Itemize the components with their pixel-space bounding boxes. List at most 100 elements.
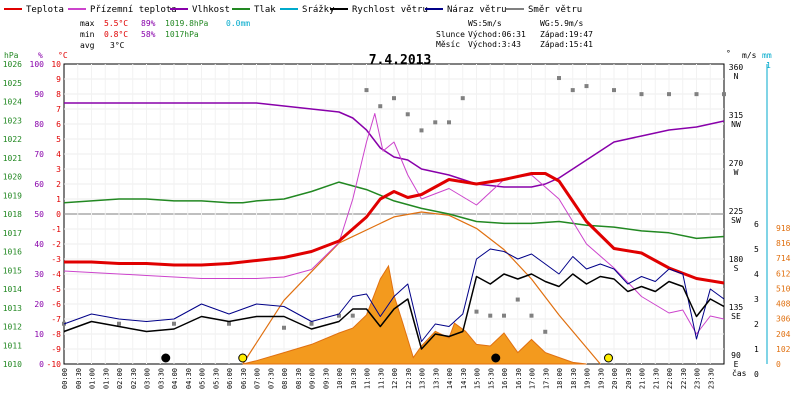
sun-marker xyxy=(238,353,248,363)
plot-area xyxy=(62,76,726,365)
x-tick-label: 12:00 xyxy=(391,368,399,389)
x-tick-label: 16:00 xyxy=(501,368,509,389)
percent-tick-label: 40 xyxy=(34,240,44,249)
direction-tick-dir: S xyxy=(734,264,739,273)
percent-tick-label: 0 xyxy=(39,360,44,369)
legend-item-tlak: Tlak xyxy=(232,5,276,15)
moon-marker xyxy=(491,353,501,363)
celsius-tick-label: 0 xyxy=(56,210,61,219)
x-tick-label: 08:30 xyxy=(295,368,303,389)
wind-tick-label: 0 xyxy=(754,370,759,379)
solar-tick-label: 306 xyxy=(776,315,791,324)
direction-tick-label: 225 xyxy=(729,207,744,216)
x-tick-label: 11:00 xyxy=(364,368,372,389)
sun-marker xyxy=(604,353,613,363)
solar-tick-label: 612 xyxy=(776,269,791,278)
moon-label: Měsíc xyxy=(436,40,460,49)
wind-tick-label: 5 xyxy=(754,245,759,254)
x-tick-label: 05:30 xyxy=(212,368,220,389)
wind-direction-point xyxy=(543,329,548,334)
direction-tick-dir: SW xyxy=(731,216,741,225)
hpa-unit: hPa xyxy=(4,51,19,60)
solar-area xyxy=(242,264,587,365)
wind-unit: m/s xyxy=(742,51,757,60)
wind-direction-point xyxy=(172,321,176,326)
x-tick-label: 22:30 xyxy=(680,368,688,389)
x-tick-label: 19:00 xyxy=(584,368,592,389)
direction-tick-dir: N xyxy=(734,72,739,81)
x-tick-label: 21:00 xyxy=(639,368,647,389)
celsius-tick-label: 9 xyxy=(56,75,61,84)
stats-min-label: min xyxy=(80,30,95,39)
celsius-tick-label: 7 xyxy=(56,105,61,114)
x-tick-label: 01:30 xyxy=(102,368,110,389)
wind-direction-point xyxy=(515,297,520,302)
wind-direction-point xyxy=(117,321,121,326)
direction-tick-dir: W xyxy=(734,168,739,177)
wind-direction-point xyxy=(612,88,616,93)
x-tick-label: 22:00 xyxy=(666,368,674,389)
x-tick-label: 21:30 xyxy=(652,368,660,389)
direction-tick-dir: E xyxy=(734,360,739,369)
legend-item-srazky: Srážky xyxy=(280,5,335,15)
celsius-tick-label: -9 xyxy=(51,345,61,354)
x-tick-label: 02:00 xyxy=(116,368,124,389)
percent-tick-label: 30 xyxy=(34,270,44,279)
wind-tick-label: 6 xyxy=(754,220,759,229)
wind-direction-point xyxy=(584,84,589,89)
wind-direction-point xyxy=(639,92,644,97)
legend-item-prizemni-teplota: Přízemní teplota xyxy=(68,5,177,15)
wind-speed-line xyxy=(63,273,725,350)
solar-tick-label: 714 xyxy=(776,254,791,263)
hpa-tick-label: 1018 xyxy=(3,210,22,219)
wind-tick-label: 1 xyxy=(754,345,759,354)
wind-direction-point xyxy=(419,128,424,133)
x-tick-label: 14:00 xyxy=(446,368,454,389)
celsius-tick-label: -7 xyxy=(51,315,61,324)
humidity-line xyxy=(64,102,725,188)
wind-tick-label: 2 xyxy=(754,320,759,329)
x-axis-label: čas xyxy=(732,368,747,378)
hpa-tick-label: 1019 xyxy=(3,191,22,200)
legend-item-teplota: Teplota xyxy=(4,5,64,15)
wind-speed-info: WS:5m/s xyxy=(468,19,502,28)
percent-tick-label: 50 xyxy=(34,210,44,219)
rain-unit: mm xyxy=(762,51,772,60)
direction-unit: ° xyxy=(726,49,731,58)
wind-direction-point xyxy=(460,96,465,101)
direction-tick-label: 135 xyxy=(729,303,744,312)
legend-label: Přízemní teplota xyxy=(90,5,177,15)
celsius-tick-label: 10 xyxy=(51,60,61,69)
wind-direction-point xyxy=(405,112,410,117)
astro-info: WS:5m/s WG:5.9m/s Slunce Východ:06:31 Zá… xyxy=(436,19,593,49)
x-tick-label: 04:00 xyxy=(171,368,179,389)
x-tick-label: 02:30 xyxy=(130,368,138,389)
legend-item-vlhkost: Vlhkost xyxy=(170,5,230,15)
wind-direction-point xyxy=(392,96,396,101)
hpa-tick-label: 1016 xyxy=(3,248,22,257)
x-tick-label: 23:00 xyxy=(694,368,702,389)
celsius-tick-label: -6 xyxy=(51,300,61,309)
x-tick-label: 04:30 xyxy=(185,368,193,389)
solar-tick-label: 204 xyxy=(776,330,791,339)
legend-label: Teplota xyxy=(26,5,64,15)
sunrise-time: Východ:06:31 xyxy=(468,30,526,39)
x-tick-label: 10:00 xyxy=(336,368,344,389)
ground-temp-line xyxy=(63,113,725,335)
direction-tick-label: 315 xyxy=(729,111,744,120)
solar-max-line xyxy=(242,211,601,365)
hpa-tick-label: 1012 xyxy=(3,323,22,332)
wind-direction-point xyxy=(474,309,479,314)
celsius-tick-label: -5 xyxy=(51,285,61,294)
hpa-tick-label: 1020 xyxy=(3,173,22,182)
stats-max-rain: 0.0mm xyxy=(226,19,250,28)
x-tick-label: 12:30 xyxy=(405,368,413,389)
stats-avg-temp: 3°C xyxy=(110,41,125,50)
x-tick-label: 10:30 xyxy=(350,368,358,389)
hpa-tick-label: 1013 xyxy=(3,304,22,313)
x-tick-label: 09:00 xyxy=(309,368,317,389)
legend-label: Náraz větru xyxy=(447,5,507,15)
percent-tick-label: 80 xyxy=(34,120,44,129)
legend-label: Rychlost větru xyxy=(352,5,428,15)
legend-label: Tlak xyxy=(254,5,276,15)
